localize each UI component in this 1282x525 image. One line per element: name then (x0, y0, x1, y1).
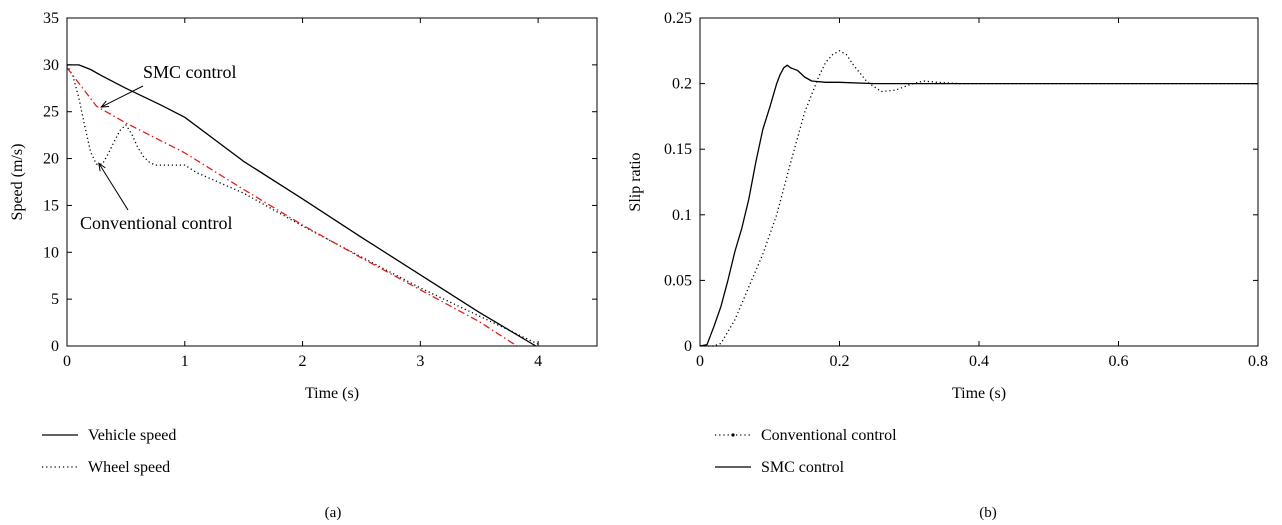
x-tick-label: 0.4 (969, 353, 989, 370)
y-axis-label-a: Speed (m/s) (9, 144, 26, 221)
legend-marker-conventional-control (731, 433, 735, 437)
x-tick-label: 2 (299, 353, 307, 370)
series-line-smc-control-b (699, 64, 1258, 347)
y-tick-label: 0.1 (672, 207, 692, 224)
series-group-a (66, 64, 539, 347)
legend-a: Vehicle speed Wheel speed (42, 427, 176, 476)
plot-frame-a (66, 17, 598, 347)
y-tick-label: 0.25 (664, 10, 692, 27)
annotation-conventional-control: Conventional control (80, 213, 232, 233)
ticks-group-b: 0 0.2 0.4 0.6 0.8 0 0.05 0.1 0.15 0.2 0.25 (664, 10, 1268, 370)
x-tick-label: 1 (181, 353, 189, 370)
series-line-vehicle-speed-a (67, 64, 537, 347)
chart-panel-b: 0 0.2 0.4 0.6 0.8 0 0.05 0.1 0.15 0.2 0.25 Time (s… (627, 10, 1268, 521)
y-tick-label: 10 (43, 244, 59, 261)
y-tick-label: 35 (43, 10, 59, 27)
annotation-arrowhead-smc (100, 100, 110, 108)
panel-label-a: (a) (325, 505, 342, 521)
y-axis-label-b: Slip ratio (627, 152, 644, 211)
x-axis-label-a: Time (s) (305, 385, 359, 402)
annotation-arrow-conventional (98, 162, 129, 211)
x-axis-label-b: Time (s) (952, 385, 1006, 402)
y-tick-label: 25 (43, 104, 59, 121)
panel-label-b: (b) (979, 505, 997, 521)
chart-panel-a: 0 1 2 3 4 0 5 10 15 20 25 30 35 Time (s) Speed (m/s)… (9, 10, 598, 521)
x-tick-label: 3 (416, 353, 424, 370)
legend-label-vehicle-speed: Vehicle speed (88, 427, 176, 444)
y-tick-label: 0 (684, 338, 692, 355)
ticks-group-a: 0 1 2 3 4 0 5 10 15 20 25 30 35 (43, 10, 597, 370)
y-tick-label: 0 (51, 338, 59, 355)
x-tick-label: 4 (534, 353, 542, 370)
legend-label-wheel-speed: Wheel speed (88, 459, 170, 476)
x-tick-label: 0.6 (1109, 353, 1129, 370)
series-line-conventional-control-b (700, 50, 1258, 347)
x-tick-label: 0.8 (1248, 353, 1268, 370)
y-tick-label: 20 (43, 151, 59, 168)
y-tick-label: 15 (43, 197, 59, 214)
x-tick-label: 0 (63, 353, 71, 370)
legend-b: Conventional control SMC control (715, 427, 897, 476)
y-tick-label: 0.05 (664, 272, 692, 289)
annotation-smc-control: SMC control (143, 62, 237, 82)
x-tick-label: 0 (696, 353, 704, 370)
legend-label-conventional-control: Conventional control (761, 427, 897, 444)
y-tick-label: 5 (51, 291, 59, 308)
annotation-arrowhead-conventional (98, 162, 106, 172)
series-line-unlabeled-2-a (66, 67, 518, 347)
y-tick-label: 0.15 (664, 141, 692, 158)
y-tick-label: 30 (43, 57, 59, 74)
series-line-wheel-speed-a (66, 64, 539, 345)
series-group-b (699, 50, 1258, 347)
legend-label-smc-control: SMC control (761, 459, 845, 476)
y-tick-label: 0.2 (672, 76, 692, 93)
annotation-arrow-smc (100, 85, 144, 108)
x-tick-label: 0.2 (830, 353, 850, 370)
